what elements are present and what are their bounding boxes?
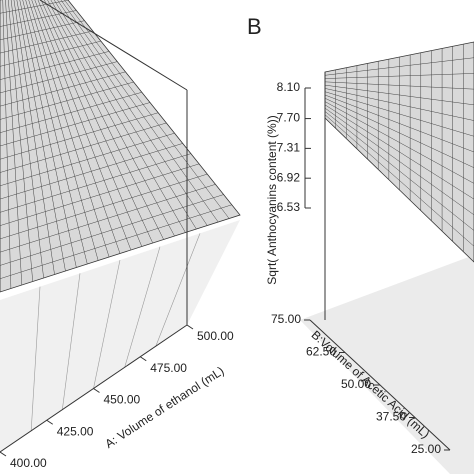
z-tick-label: 7.31 [277,141,301,155]
surface-mesh [324,107,474,216]
panel-label: B [247,14,262,39]
surface-mesh [0,132,175,187]
panel-a: 400.00 425.00 450.00 475.00 500.00 A: Volume … [0,0,241,470]
surface-mesh [34,0,132,251]
x-tick [139,356,147,362]
surface-mesh [53,0,197,230]
surface-mesh [324,98,474,168]
z-tick-label: 6.92 [277,170,301,184]
z-axis-label: Sqrt( Anthocyanins content (%)) [265,115,279,284]
z-tick-label: 7.70 [277,111,301,125]
y-tick-label: 75.00 [271,312,301,326]
z-tick-label: 6.53 [277,200,301,214]
surface-mesh [60,0,219,223]
surface-mesh [40,0,153,244]
surface-mesh [44,0,164,240]
y-tick-label: 62.50 [306,345,336,359]
surface-mesh [50,0,186,233]
floor-line [155,233,201,347]
box-edge [39,0,188,91]
surface-mesh [0,112,159,160]
floor-line [30,286,41,431]
surface-mesh [0,143,183,200]
floor-line [124,246,161,368]
surface-mesh [0,184,216,253]
y-tick-label: 25.00 [411,442,441,456]
floor [0,220,240,452]
surface-mesh [324,114,474,247]
y-tick-label: 37.50 [376,410,406,424]
floor-line [62,273,81,410]
x-tick [0,451,7,457]
surface-mesh [324,101,474,184]
floor-line [93,259,121,389]
surface-mesh [0,122,167,173]
x-tick-label: 450.00 [104,393,141,407]
surface-mesh [57,0,208,226]
panel-b: B 6.53 6.92 7.31 7.70 8.10 Sqrt( Anthocyanins … [247,14,474,474]
x-tick [93,388,100,393]
surface-mesh [47,0,175,237]
x-tick-label: 475.00 [150,361,187,375]
floor [300,255,474,474]
surface-mesh [0,204,232,279]
surface-mesh [0,163,200,226]
surface-mesh [0,194,224,266]
x-tick-label: 400.00 [10,456,47,470]
surface-mesh [37,0,143,247]
surface-mesh [324,94,474,153]
x-tick [186,324,194,330]
x-tick [46,419,54,425]
surface-mesh [0,173,208,240]
surface [0,0,241,293]
x-tick-label: 500.00 [197,329,234,343]
surface-mesh [0,102,151,147]
y-tick-label: 50.00 [341,377,371,391]
z-tick-label: 8.10 [277,80,301,94]
x-axis-label: A: Volume of ethanol (mL) [103,364,227,451]
x-tick-label: 425.00 [57,424,94,438]
surface-mesh [324,104,474,200]
surface-mesh [324,111,474,231]
surface-mesh [0,153,191,213]
